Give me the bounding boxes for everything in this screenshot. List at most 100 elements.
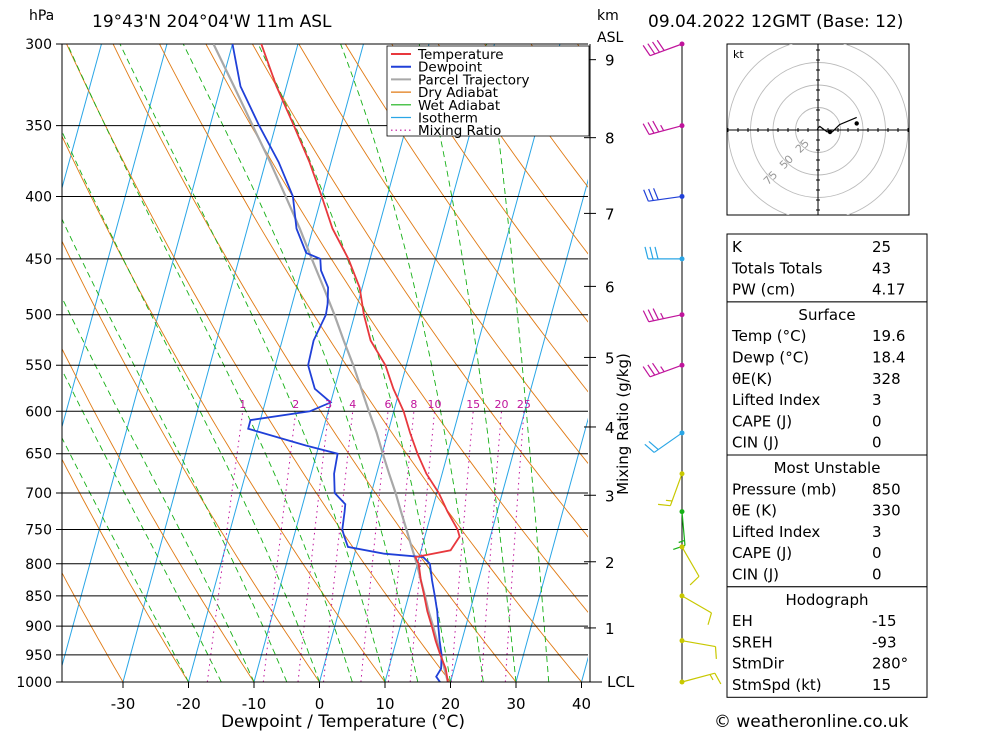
table-row-label: StmDir (732, 655, 785, 673)
pressure-tick-label: 300 (25, 37, 52, 53)
wet-adiabat-line (486, 44, 550, 682)
mixing-ratio-line (387, 411, 415, 682)
height-tick-label: 1 (605, 620, 615, 638)
table-row-value: 43 (872, 259, 891, 277)
pressure-tick-label: 950 (25, 648, 52, 664)
table-row-label: CIN (J) (732, 434, 779, 452)
x-tick-label: -20 (176, 695, 201, 713)
dry-adiabat-line (344, 44, 588, 393)
hodograph-end-marker (854, 121, 859, 126)
wind-barb (642, 362, 685, 378)
table-section (726, 454, 928, 588)
dry-adiabat-line (391, 44, 588, 323)
mixing-ratio-axis-label: Mixing Ratio (g/kg) (614, 353, 632, 495)
x-tick-label: -30 (111, 695, 136, 713)
table-row-value: 19.6 (872, 327, 905, 345)
height-tick-label: 5 (605, 349, 615, 367)
datetime-title: 09.04.2022 12GMT (Base: 12) (648, 12, 903, 32)
wet-adiabat-line (62, 130, 320, 682)
table-row-label: Dewp (°C) (732, 349, 809, 367)
table-row-value: 850 (872, 480, 901, 498)
legend-label: Dry Adiabat (418, 85, 498, 101)
table-row-label: θE(K) (732, 370, 772, 388)
table-section-title: Most Unstable (774, 459, 881, 477)
dry-adiabat-line (62, 135, 386, 682)
height-tick-label: 2 (605, 554, 615, 572)
wind-barb (642, 39, 685, 57)
dry-adiabat-line (251, 44, 588, 538)
mixing-ratio-label: 20 (495, 398, 509, 411)
height-tick-label: 9 (605, 52, 615, 70)
axes: -30 -20 -10 0 10 20 30 40 (61, 44, 591, 713)
pressure-tick-label: 700 (25, 486, 52, 502)
pressure-tick-label: 900 (25, 619, 52, 635)
wind-barb (673, 509, 686, 551)
wind-barb (644, 246, 685, 262)
dry-adiabat-line (66, 44, 452, 682)
hodograph-unit-label: kt (733, 48, 744, 61)
table-row-label: θE (K) (732, 502, 777, 520)
legend-label: Mixing Ratio (418, 123, 501, 139)
isotherm-line (62, 44, 102, 190)
mixing-ratio-label: 3 (325, 398, 332, 411)
table-row-value: 18.4 (872, 349, 905, 367)
mixing-ratio-label: 6 (385, 398, 392, 411)
km-sub-label: ASL (597, 30, 623, 46)
wind-barb (658, 471, 685, 507)
pressure-tick-label: 500 (25, 308, 52, 324)
pressure-unit-label: hPa (29, 8, 54, 24)
table-row-label: PW (cm) (732, 281, 795, 299)
wet-adiabat-line (62, 368, 222, 682)
table-section (726, 233, 928, 303)
lcl-label: LCL (607, 673, 635, 691)
mixing-ratio-line (409, 411, 435, 682)
table-row-value: 25 (872, 238, 891, 256)
table-row-value: 3 (872, 391, 882, 409)
storm-motion-marker (827, 129, 833, 135)
isotherm-line (449, 178, 588, 682)
dry-adiabat-line (62, 347, 255, 682)
dry-adiabat-line (437, 44, 588, 255)
table-row-value: -15 (872, 612, 897, 630)
pressure-tick-label: 550 (25, 358, 52, 374)
height-axis: 1 2 3 4 5 6 7 8 9 LCL (584, 44, 635, 691)
pressure-tick-label: 600 (25, 404, 52, 420)
dry-adiabat-line (112, 44, 517, 682)
temperature-line (260, 44, 461, 682)
pressure-tick-label: 450 (25, 252, 52, 268)
table-row-value: 0 (872, 544, 882, 562)
mixing-ratio-labels: 1 2 3 4 6 8 10 15 20 25 (239, 398, 531, 411)
mixing-ratio-label: 4 (349, 398, 356, 411)
wet-adiabat-line (62, 436, 189, 682)
table-section-title: Surface (798, 306, 855, 324)
x-tick-label: 30 (506, 695, 525, 713)
wind-barb (679, 544, 700, 586)
mixing-ratio-label: 2 (292, 398, 299, 411)
mixing-ratio-label: 8 (410, 398, 417, 411)
table-row-label: Temp (°C) (731, 327, 806, 345)
location-title: 19°43'N 204°04'W 11m ASL (92, 12, 332, 32)
table-row-value: 330 (872, 502, 901, 520)
legend-label: Wet Adiabat (418, 98, 500, 114)
x-tick-label: 20 (441, 695, 460, 713)
table-row-label: Pressure (mb) (732, 480, 837, 498)
table-row-label: CAPE (J) (732, 412, 792, 430)
isotherm-line (62, 44, 233, 668)
table-row-value: 0 (872, 434, 882, 452)
mixing-ratio-label: 25 (517, 398, 531, 411)
table-row-value: 0 (872, 566, 882, 584)
table-row-value: 0 (872, 412, 882, 430)
table-row-label: Totals Totals (731, 259, 823, 277)
x-tick-label: -10 (242, 695, 267, 713)
table-row-value: 328 (872, 370, 901, 388)
pressure-tick-label: 750 (25, 523, 52, 539)
table-row-label: Lifted Index (732, 523, 820, 541)
legend-label: Dewpoint (418, 60, 482, 76)
pressure-tick-label: 650 (25, 447, 52, 463)
dry-adiabat-line (62, 571, 124, 682)
wind-barb (644, 430, 685, 453)
wind-barb (679, 638, 717, 659)
table-section-title: Hodograph (785, 591, 868, 609)
mixing-ratio-line (360, 411, 389, 682)
